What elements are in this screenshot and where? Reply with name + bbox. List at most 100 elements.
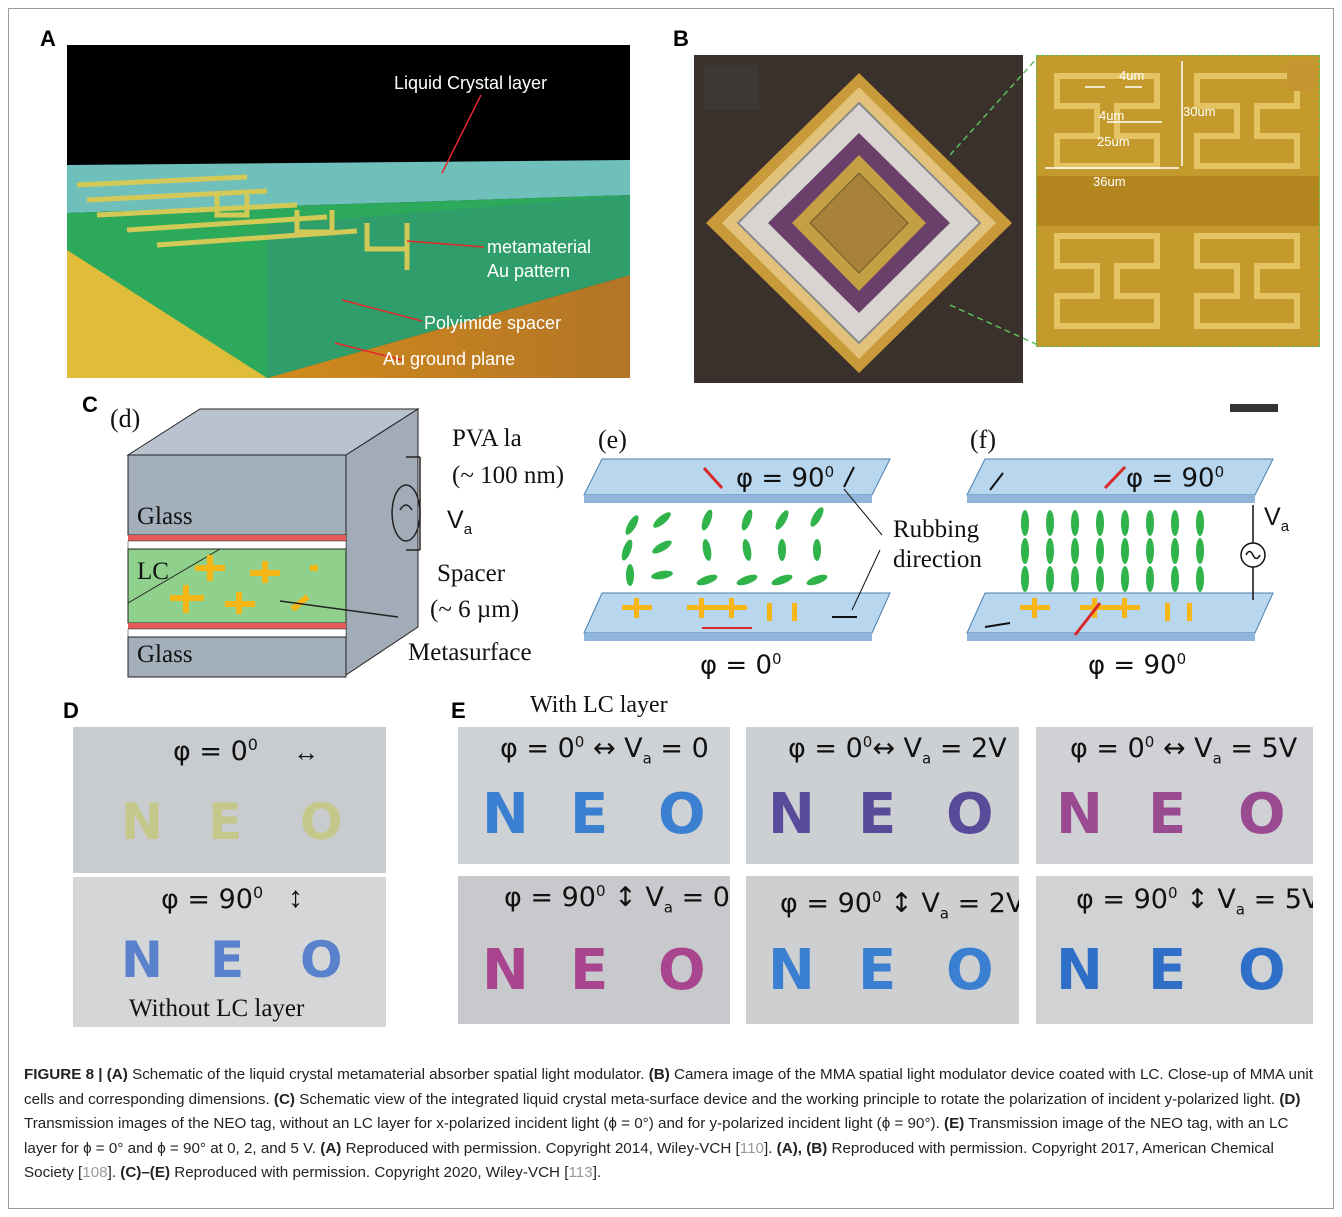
ground-plane-label: Au ground plane bbox=[383, 349, 516, 369]
lc-cell-stack bbox=[126, 408, 421, 678]
caption-text: ]. bbox=[764, 1139, 777, 1157]
subpanel-e-tag: (e) bbox=[598, 425, 627, 454]
neo-letter-o: O bbox=[300, 931, 343, 989]
dim-36um: 36um bbox=[1093, 174, 1126, 189]
caption-ref-e: (E) bbox=[944, 1115, 965, 1132]
e-cell-4: φ = 900 ↕ Va = 0 N E O bbox=[458, 876, 730, 1024]
au-pattern-label: Au pattern bbox=[487, 261, 571, 281]
zoom-guide-lines bbox=[950, 56, 1039, 346]
e-cell-3: φ = 00 ↔ Va = 5V N E O bbox=[1036, 727, 1313, 864]
neo-letter-o: O bbox=[658, 782, 706, 847]
publisher-mark bbox=[1230, 404, 1278, 412]
chip-package-image bbox=[694, 55, 1023, 383]
f-phi-top: φ = 900 bbox=[1126, 463, 1225, 494]
panel-a-schematic: Liquid Crystal layer metamaterial Au pat… bbox=[67, 45, 630, 378]
panel-d-label: D bbox=[63, 698, 79, 723]
caption-text: Transmission image of the NEO tag, with … bbox=[24, 1115, 1289, 1157]
e-cell-phi: φ = 900 ↕ Va = 2V bbox=[780, 888, 1019, 923]
neo-letter-n: N bbox=[1056, 938, 1103, 1003]
neo-letter-e: E bbox=[858, 782, 897, 847]
va-label-f: Va bbox=[1264, 503, 1290, 535]
dim-4um-width: 4um bbox=[1119, 68, 1145, 83]
neo-letter-e: E bbox=[570, 782, 609, 847]
panel-c-label: C bbox=[82, 392, 98, 417]
caption-text: Schematic view of the integrated liquid … bbox=[294, 1090, 1280, 1108]
rubbing-label: Rubbing bbox=[893, 516, 980, 543]
polyimide-label: Polyimide spacer bbox=[424, 313, 562, 333]
e-phi-bottom: φ = 00 bbox=[700, 650, 782, 681]
neo-letter-o: O bbox=[946, 938, 994, 1003]
caption-text: ]. bbox=[107, 1164, 121, 1181]
neo-letter-e: E bbox=[210, 931, 245, 989]
rubbing-direction-label: direction bbox=[893, 546, 982, 573]
panel-b-label: B bbox=[673, 26, 689, 51]
e-cell-2: φ = 00↔ Va = 2V N E O bbox=[746, 727, 1019, 864]
caption-text: Reproduced with permission. Copyright 20… bbox=[170, 1164, 569, 1181]
caption-text: Transmission images of the NEO tag, with… bbox=[24, 1115, 945, 1132]
neo-letter-o: O bbox=[658, 938, 706, 1003]
caption-ref-c: (C) bbox=[273, 1090, 295, 1108]
caption-text: Reproduced with permission. Copyright 20… bbox=[341, 1139, 740, 1157]
neo-letter-e: E bbox=[208, 793, 243, 851]
neo-letter-n: N bbox=[482, 782, 529, 847]
neo-letter-n: N bbox=[768, 782, 815, 847]
e-cell-5: φ = 900 ↕ Va = 2V N E O bbox=[746, 876, 1019, 1024]
neo-letter-n: N bbox=[121, 793, 163, 851]
subpanel-f-tag: (f) bbox=[970, 425, 996, 454]
metamaterial-label: metamaterial bbox=[487, 237, 592, 257]
caption-ref-ce: (C)–(E) bbox=[120, 1164, 171, 1181]
lc-alignment-e bbox=[583, 458, 891, 641]
citation-link[interactable]: 110 bbox=[739, 1139, 764, 1157]
neo-letter-e: E bbox=[1148, 938, 1187, 1003]
neo-letter-n: N bbox=[482, 938, 529, 1003]
va-label-d: Va bbox=[447, 506, 473, 538]
dim-25um: 25um bbox=[1097, 134, 1130, 149]
subpanel-d-tag: (d) bbox=[110, 404, 141, 433]
dim-30um: 30um bbox=[1183, 104, 1216, 119]
panel-a-label: A bbox=[40, 26, 56, 51]
with-lc-header: With LC layer bbox=[530, 692, 668, 718]
without-lc-caption: Without LC layer bbox=[129, 995, 305, 1022]
neo-letter-o: O bbox=[300, 793, 343, 851]
caption-ref-b: (B) bbox=[648, 1066, 670, 1083]
figure-frame bbox=[8, 8, 1334, 1209]
caption-text: Reproduced with permission. Copyright 20… bbox=[24, 1139, 1274, 1182]
citation-link[interactable]: 113 bbox=[568, 1164, 593, 1181]
caption-figure-number: FIGURE 8 | bbox=[24, 1066, 103, 1083]
neo-letter-e: E bbox=[858, 938, 897, 1003]
d-bottom-phi: φ = 900 bbox=[161, 883, 264, 915]
glass-bottom-label: Glass bbox=[137, 641, 193, 668]
neo-letter-e: E bbox=[1148, 782, 1187, 847]
neo-letter-n: N bbox=[121, 931, 163, 989]
spacer-label: Spacer bbox=[437, 560, 506, 587]
neo-letter-e: E bbox=[570, 938, 609, 1003]
d-top-phi: φ = 00 bbox=[173, 735, 258, 767]
panel-d-bottom-image: φ = 900 ↕ N E O Without LC layer bbox=[73, 877, 386, 1027]
e-cell-phi: φ = 900 ↕ Va = 0 bbox=[504, 882, 730, 917]
figure-caption: FIGURE 8 | (A) Schematic of the liquid c… bbox=[24, 1063, 1324, 1186]
lc-layer-label: Liquid Crystal layer bbox=[394, 73, 548, 93]
caption-text: Schematic of the liquid crystal metamate… bbox=[127, 1066, 649, 1083]
panel-b-device-photo bbox=[694, 55, 1023, 383]
dim-4um-gap: 4um bbox=[1099, 108, 1125, 123]
citation-link[interactable]: 108 bbox=[82, 1164, 108, 1181]
neo-letter-o: O bbox=[1238, 938, 1286, 1003]
caption-ref-ab: (A), (B) bbox=[776, 1139, 828, 1157]
e-cell-phi: φ = 00 ↔ Va = 5V bbox=[1070, 733, 1298, 768]
neo-letter-o: O bbox=[1238, 782, 1286, 847]
lc-alignment-f bbox=[966, 458, 1274, 641]
e-phi-top: φ = 900 bbox=[736, 463, 835, 494]
metasurface-label: Metasurface bbox=[408, 639, 532, 666]
caption-ref-a: (A) bbox=[106, 1066, 128, 1083]
pva-thickness: (~ 100 nm) bbox=[452, 462, 565, 489]
horizontal-arrow-icon: ↔ bbox=[293, 737, 319, 767]
e-cell-6: φ = 900 ↕ Va = 5V N E O bbox=[1036, 876, 1313, 1024]
panel-d-top-image: φ = 00 ↔ N E O bbox=[73, 727, 386, 873]
e-cell-phi: φ = 00 ↔ Va = 0 bbox=[500, 733, 709, 768]
e-cell-1: φ = 00 ↔ Va = 0 N E O bbox=[458, 727, 730, 864]
f-phi-bottom: φ = 900 bbox=[1088, 650, 1187, 681]
panel-b-closeup: 4um 4um 30um 25um 36um bbox=[1036, 55, 1320, 347]
neo-letter-n: N bbox=[768, 938, 815, 1003]
vertical-arrow-icon: ↕ bbox=[288, 881, 303, 914]
panel-e-label: E bbox=[451, 698, 466, 723]
